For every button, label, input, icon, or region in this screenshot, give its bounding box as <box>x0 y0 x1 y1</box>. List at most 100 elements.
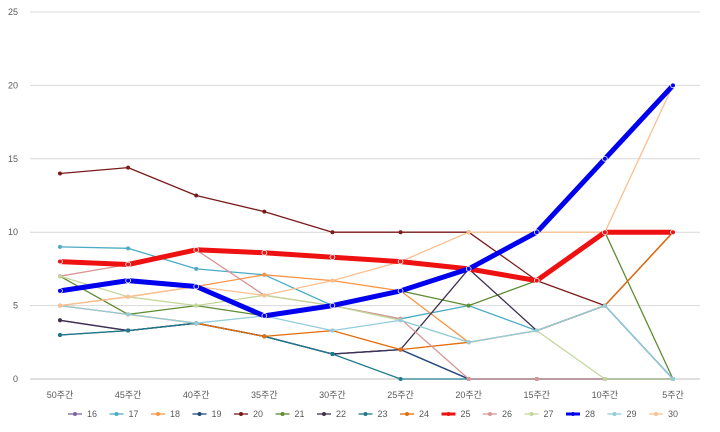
x-tick-label: 15주간 <box>523 390 550 400</box>
legend-marker <box>529 412 534 416</box>
legend-marker <box>322 412 326 416</box>
legend-item-27: 27 <box>524 409 554 419</box>
legend-item-16: 16 <box>68 409 97 419</box>
data-point <box>261 313 268 319</box>
legend-marker <box>73 412 77 416</box>
data-point <box>465 266 472 272</box>
data-point <box>58 274 62 279</box>
data-point <box>193 247 200 253</box>
series-line-30 <box>59 84 674 307</box>
data-point <box>194 321 199 326</box>
data-point <box>126 294 131 299</box>
legend-item-24: 24 <box>400 409 429 419</box>
data-point <box>602 303 607 308</box>
data-point <box>125 261 131 268</box>
legend-label: 24 <box>419 409 429 419</box>
series-line-25 <box>57 229 676 284</box>
legend-label: 25 <box>461 409 471 419</box>
legend-label: 28 <box>585 409 595 419</box>
x-tick-label: 45주간 <box>115 390 142 400</box>
legend-item-20: 20 <box>234 409 263 419</box>
x-tick-label: 50주간 <box>47 390 74 400</box>
legend-item-17: 17 <box>109 409 139 419</box>
x-tick-label: 40주간 <box>183 390 210 400</box>
data-point <box>329 302 336 309</box>
series-28 <box>57 82 676 319</box>
data-point <box>126 246 131 251</box>
data-point <box>671 377 675 381</box>
data-point <box>193 283 200 290</box>
data-point <box>397 288 404 294</box>
legend-label: 16 <box>87 409 97 419</box>
legend-label: 22 <box>336 409 346 419</box>
x-tick-label: 10주간 <box>592 390 619 400</box>
data-point <box>330 230 335 235</box>
legend: 16 17 18 19 20 21 22 23 24 25 26 27 28 29 30 <box>68 409 678 419</box>
data-point <box>58 171 62 176</box>
data-point <box>534 377 539 381</box>
data-point <box>670 229 676 236</box>
data-point <box>262 209 267 214</box>
data-point <box>533 229 540 236</box>
data-point <box>126 165 131 170</box>
legend-label: 23 <box>378 409 388 419</box>
legend-marker <box>488 412 492 416</box>
legend-marker <box>156 412 160 416</box>
data-point <box>398 230 403 235</box>
data-point <box>398 377 403 381</box>
data-point <box>58 332 62 337</box>
y-tick-label: 20 <box>8 80 18 90</box>
legend-item-18: 18 <box>151 409 180 419</box>
data-point <box>466 377 471 381</box>
data-point <box>670 82 676 89</box>
series-line-28 <box>57 82 676 319</box>
data-point <box>466 303 471 308</box>
legend-marker <box>405 412 409 416</box>
legend-label: 20 <box>253 409 263 419</box>
data-point <box>466 340 471 345</box>
legend-marker <box>363 412 368 416</box>
legend-label: 17 <box>129 409 139 419</box>
legend-marker <box>612 412 617 416</box>
series-lines <box>57 82 676 381</box>
legend-marker <box>571 412 575 416</box>
legend-label: 27 <box>544 409 554 419</box>
legend-marker <box>280 412 285 416</box>
data-point <box>126 312 131 317</box>
y-tick-label: 25 <box>8 7 18 17</box>
y-axis: 0 5 10 15 20 25 <box>8 7 18 384</box>
legend-item-21: 21 <box>275 409 305 419</box>
legend-item-22: 22 <box>317 409 346 419</box>
x-tick-label: 25주간 <box>387 390 414 400</box>
data-point <box>534 328 539 333</box>
data-point <box>466 230 471 235</box>
legend-item-28: 28 <box>566 409 595 419</box>
data-point <box>533 277 540 284</box>
series-25 <box>57 229 676 284</box>
data-point <box>57 288 63 294</box>
data-point <box>194 303 199 308</box>
series-line-29 <box>59 304 674 380</box>
legend-item-25: 25 <box>441 409 471 419</box>
data-point <box>602 229 608 236</box>
data-point <box>125 277 131 284</box>
x-axis: 50주간 45주간 40주간 35주간 30주간 25주간 20주간 15주간 10주간 5주간 <box>47 390 684 400</box>
legend-label: 30 <box>668 409 678 419</box>
data-point <box>58 318 62 323</box>
legend-label: 29 <box>627 409 637 419</box>
legend-marker <box>446 412 451 416</box>
legend-item-23: 23 <box>358 409 388 419</box>
legend-marker <box>114 412 119 416</box>
y-tick-label: 15 <box>8 154 18 164</box>
legend-item-29: 29 <box>607 409 637 419</box>
legend-marker <box>239 412 243 416</box>
data-point <box>126 328 131 333</box>
data-point <box>330 352 335 357</box>
y-tick-label: 5 <box>13 301 18 311</box>
legend-label: 18 <box>170 409 180 419</box>
data-point <box>330 328 335 333</box>
x-tick-label: 30주간 <box>319 390 346 400</box>
x-tick-label: 20주간 <box>455 390 482 400</box>
legend-label: 26 <box>502 409 512 419</box>
